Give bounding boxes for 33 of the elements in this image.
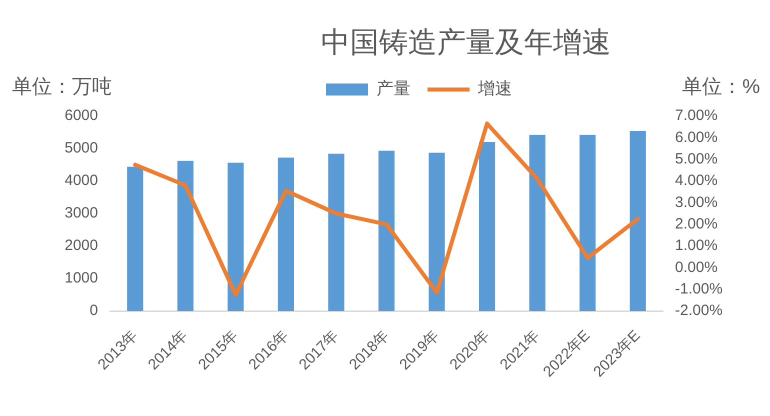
y2-tick-label: 2.00% — [675, 215, 718, 232]
bar — [378, 150, 395, 311]
y2-tick-label: 4.00% — [675, 172, 718, 190]
y-tick-label: 4000 — [64, 172, 98, 190]
y2-tick-label: 5.00% — [675, 150, 718, 168]
y2-tick-label: -1.00% — [675, 280, 723, 298]
legend-label: 产量 — [376, 79, 410, 98]
bar — [228, 162, 244, 311]
y2-axis-title: 单位：% — [682, 75, 760, 100]
bar — [127, 166, 144, 311]
y2-tick-label: 7.00% — [675, 107, 718, 124]
y-tick-label: 6000 — [64, 107, 98, 124]
bar — [177, 160, 194, 311]
bar — [479, 142, 496, 311]
chart-title: 中国铸造产量及年增速 — [320, 26, 612, 61]
y-axis-title: 单位：万吨 — [12, 75, 112, 100]
bar — [278, 158, 294, 311]
y2-tick-label: 1.00% — [675, 237, 718, 254]
bar — [580, 134, 596, 311]
y-tick-label: 0 — [90, 302, 98, 320]
legend-label: 增速 — [477, 79, 512, 98]
y-tick-label: 5000 — [64, 140, 98, 157]
y2-tick-label: 3.00% — [675, 194, 718, 211]
y-tick-label: 2000 — [64, 237, 98, 254]
y-tick-label: 3000 — [64, 204, 98, 222]
y2-tick-label: -2.00% — [675, 302, 723, 320]
bar — [428, 152, 445, 311]
bar — [630, 130, 646, 311]
y2-tick-label: 0.00% — [675, 258, 718, 276]
bar — [529, 134, 546, 311]
bar — [328, 154, 344, 311]
y2-tick-label: 6.00% — [675, 128, 718, 146]
y-tick-label: 1000 — [64, 270, 98, 287]
